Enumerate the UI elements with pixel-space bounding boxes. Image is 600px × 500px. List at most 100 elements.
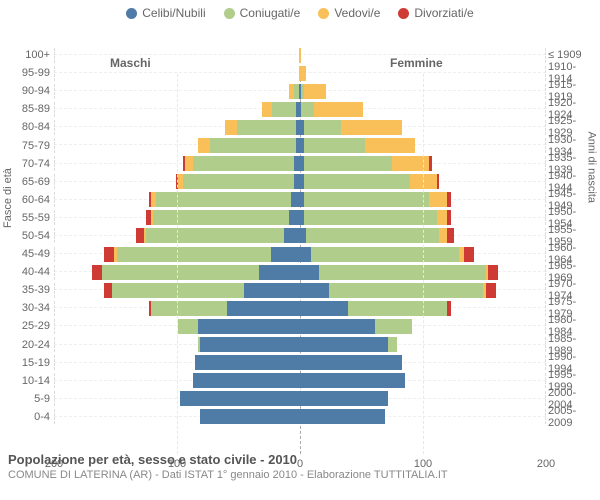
legend-label: Vedovi/e xyxy=(334,6,380,20)
bar-segment-con xyxy=(304,210,437,225)
bar-segment-cel xyxy=(244,283,301,298)
age-label: 70-74 xyxy=(12,158,50,170)
age-label: 30-34 xyxy=(12,302,50,314)
age-label: 20-24 xyxy=(12,339,50,351)
bars-container xyxy=(54,156,546,171)
bar-segment-con xyxy=(146,228,284,243)
bars-container xyxy=(54,337,546,352)
bars-container xyxy=(54,48,546,63)
bar-segment-con xyxy=(183,174,294,189)
age-label: 95-99 xyxy=(12,67,50,79)
pyramid-row: 0-42005-2009 xyxy=(54,408,546,426)
legend-dot xyxy=(318,8,329,19)
bar-segment-div xyxy=(92,265,102,280)
footer-sub: COMUNE DI LATERINA (AR) - Dati ISTAT 1° … xyxy=(8,469,448,481)
bar-segment-cel xyxy=(299,319,375,334)
bar-segment-div xyxy=(486,283,496,298)
pyramid-row: 40-441965-1969 xyxy=(54,263,546,281)
chart-area: Maschi Femmine Fasce di età Anni di nasc… xyxy=(0,28,600,448)
bar-segment-cel xyxy=(299,409,385,424)
bar-segment-ved xyxy=(365,138,414,153)
bar-segment-ved xyxy=(185,156,192,171)
pyramid-row: 25-291980-1984 xyxy=(54,317,546,335)
bar-segment-ved xyxy=(439,228,446,243)
legend-label: Celibi/Nubili xyxy=(142,6,205,20)
bars-container xyxy=(54,319,546,334)
pyramid-row: 20-241985-1989 xyxy=(54,336,546,354)
age-label: 50-54 xyxy=(12,230,50,242)
age-label: 55-59 xyxy=(12,212,50,224)
bar-segment-div xyxy=(437,174,439,189)
age-label: 40-44 xyxy=(12,266,50,278)
age-label: 65-69 xyxy=(12,176,50,188)
bar-segment-cel xyxy=(299,283,329,298)
pyramid-row: 80-841925-1929 xyxy=(54,118,546,136)
pyramid-row: 60-641945-1949 xyxy=(54,191,546,209)
bar-segment-con xyxy=(304,120,341,135)
bars-container xyxy=(54,120,546,135)
bar-segment-cel xyxy=(299,228,306,243)
bar-segment-con xyxy=(301,102,313,117)
bar-segment-con xyxy=(304,138,366,153)
bars-container xyxy=(54,373,546,388)
age-label: 10-14 xyxy=(12,375,50,387)
pyramid-row: 30-341975-1979 xyxy=(54,299,546,317)
pyramid-row: 55-591950-1954 xyxy=(54,209,546,227)
legend-dot xyxy=(224,8,235,19)
age-label: 45-49 xyxy=(12,248,50,260)
age-label: 25-29 xyxy=(12,320,50,332)
bar-segment-div xyxy=(464,247,474,262)
legend-dot xyxy=(398,8,409,19)
pyramid-row: 45-491960-1964 xyxy=(54,245,546,263)
bar-segment-cel xyxy=(299,337,388,352)
bars-container xyxy=(54,174,546,189)
birth-label: ≤ 1909 xyxy=(548,49,600,61)
pyramid-row: 70-741935-1939 xyxy=(54,155,546,173)
bar-segment-con xyxy=(272,102,297,117)
bar-segment-con xyxy=(178,319,198,334)
age-label: 80-84 xyxy=(12,121,50,133)
age-label: 60-64 xyxy=(12,194,50,206)
bar-segment-con xyxy=(237,120,296,135)
legend-dot xyxy=(126,8,137,19)
legend-item: Vedovi/e xyxy=(318,6,380,20)
bar-segment-div xyxy=(447,228,454,243)
bar-segment-ved xyxy=(198,138,210,153)
bar-segment-div xyxy=(104,283,111,298)
pyramid-row: 90-941915-1919 xyxy=(54,82,546,100)
bars-container xyxy=(54,228,546,243)
bars-container xyxy=(54,265,546,280)
bar-segment-cel xyxy=(299,373,405,388)
bar-segment-ved xyxy=(225,120,237,135)
bar-segment-ved xyxy=(437,210,447,225)
bar-segment-div xyxy=(447,192,452,207)
bar-segment-con xyxy=(329,283,484,298)
bar-segment-con xyxy=(304,156,393,171)
bar-segment-con xyxy=(388,337,398,352)
pyramid-row: 95-991910-1914 xyxy=(54,64,546,82)
bar-segment-con xyxy=(375,319,412,334)
footer: Popolazione per età, sesso e stato civil… xyxy=(8,452,448,481)
bar-segment-cel xyxy=(200,337,301,352)
bar-segment-con xyxy=(304,174,410,189)
bar-segment-div xyxy=(136,228,143,243)
gridline xyxy=(177,74,178,454)
bar-segment-con xyxy=(151,301,227,316)
bar-segment-ved xyxy=(429,192,446,207)
bar-segment-div xyxy=(104,247,114,262)
bar-segment-con xyxy=(210,138,296,153)
bar-segment-con xyxy=(304,192,429,207)
age-label: 75-79 xyxy=(12,140,50,152)
bar-segment-con xyxy=(306,228,439,243)
bars-container xyxy=(54,66,546,81)
pyramid-row: 35-391970-1974 xyxy=(54,281,546,299)
age-label: 100+ xyxy=(12,49,50,61)
bars-container xyxy=(54,409,546,424)
bar-segment-cel xyxy=(180,391,301,406)
bars-container xyxy=(54,84,546,99)
age-label: 5-9 xyxy=(12,393,50,405)
bar-segment-cel xyxy=(299,355,402,370)
bar-segment-con xyxy=(193,156,294,171)
bars-container xyxy=(54,355,546,370)
bars-container xyxy=(54,192,546,207)
